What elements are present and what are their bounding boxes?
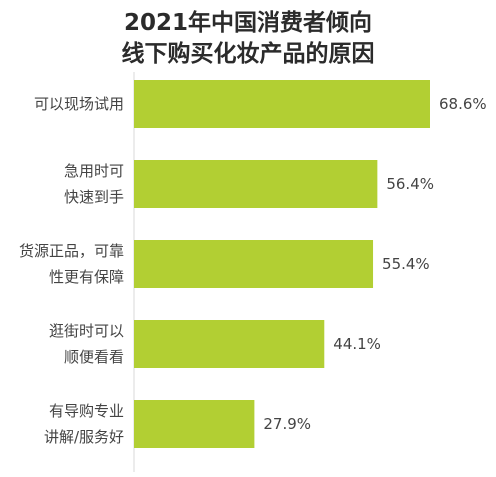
chart-title-line-2: 线下购买化妆产品的原因 xyxy=(122,40,375,67)
bar-2 xyxy=(134,160,378,208)
category-label-4-line-2: 顺便看看 xyxy=(64,348,124,366)
bar-5 xyxy=(134,400,255,448)
category-label-5-line-2: 讲解/服务好 xyxy=(44,428,124,446)
bar-4 xyxy=(134,320,325,368)
category-label-3-line-1: 货源正品，可靠 xyxy=(19,242,124,260)
category-label-3-line-2: 性更有保障 xyxy=(49,268,124,286)
value-label-5: 27.9% xyxy=(263,415,311,433)
category-label-2-line-2: 快速到手 xyxy=(64,188,124,206)
bar-3 xyxy=(134,240,374,288)
category-label-5-line-1: 有导购专业 xyxy=(49,402,124,420)
category-label-2-line-1: 急用时可 xyxy=(64,162,124,180)
value-label-2: 56.4% xyxy=(386,175,434,193)
bar-1 xyxy=(134,80,430,128)
category-label-1-line-1: 可以现场试用 xyxy=(34,95,124,113)
chart-title-line-1: 2021年中国消费者倾向 xyxy=(124,9,372,36)
value-label-3: 55.4% xyxy=(382,255,430,273)
category-label-4-line-1: 逛街时可以 xyxy=(49,322,124,340)
value-label-4: 44.1% xyxy=(333,335,381,353)
value-label-1: 68.6% xyxy=(439,95,487,113)
